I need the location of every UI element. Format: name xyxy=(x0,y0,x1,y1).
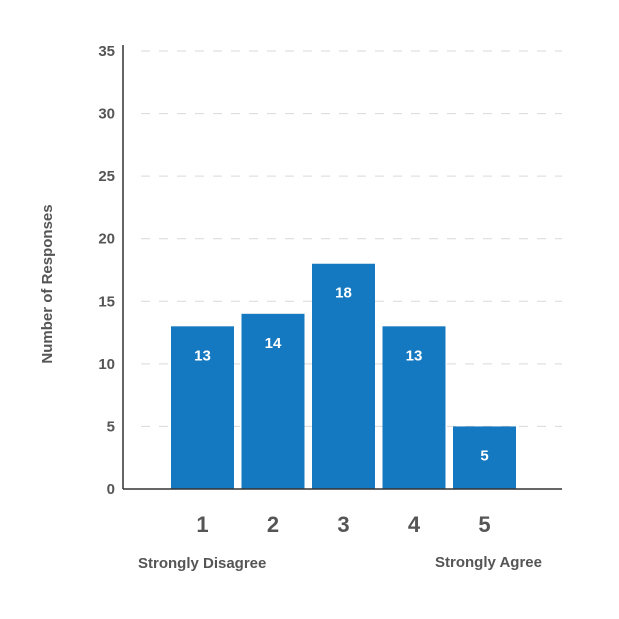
bars xyxy=(171,263,516,489)
scale-anchor-right: Strongly Agree xyxy=(435,554,542,571)
bar-5 xyxy=(453,426,516,489)
data-label: 5 xyxy=(480,447,488,464)
y-tick-label: 30 xyxy=(98,106,115,123)
data-label: 13 xyxy=(406,347,423,364)
x-tick-label: 3 xyxy=(337,512,349,537)
y-tick-label: 35 xyxy=(98,43,115,60)
bar-3 xyxy=(312,263,375,489)
bar-2 xyxy=(241,313,305,489)
x-tick-label: 1 xyxy=(196,512,208,537)
bar-4 xyxy=(382,326,446,489)
data-label: 13 xyxy=(194,347,211,364)
y-tick-label: 10 xyxy=(98,356,115,373)
y-tick-label: 15 xyxy=(98,293,115,310)
x-tick-label: 5 xyxy=(478,512,490,537)
data-label: 14 xyxy=(265,335,282,352)
x-axis-ticks: 1 2 3 4 5 xyxy=(196,512,490,537)
scale-anchor-left: Strongly Disagree xyxy=(138,555,266,572)
y-axis-label: Number of Responses xyxy=(39,204,56,363)
data-labels: 13 14 18 13 5 xyxy=(194,285,489,465)
y-tick-label: 5 xyxy=(107,418,115,435)
x-tick-label: 2 xyxy=(267,512,279,537)
data-label: 18 xyxy=(335,285,352,302)
x-tick-label: 4 xyxy=(408,512,421,537)
y-axis-ticks: 0 5 10 15 20 25 30 35 xyxy=(98,43,115,498)
bar-1 xyxy=(171,326,234,489)
y-tick-label: 20 xyxy=(98,231,115,248)
y-tick-label: 0 xyxy=(107,481,115,498)
y-tick-label: 25 xyxy=(98,168,115,185)
